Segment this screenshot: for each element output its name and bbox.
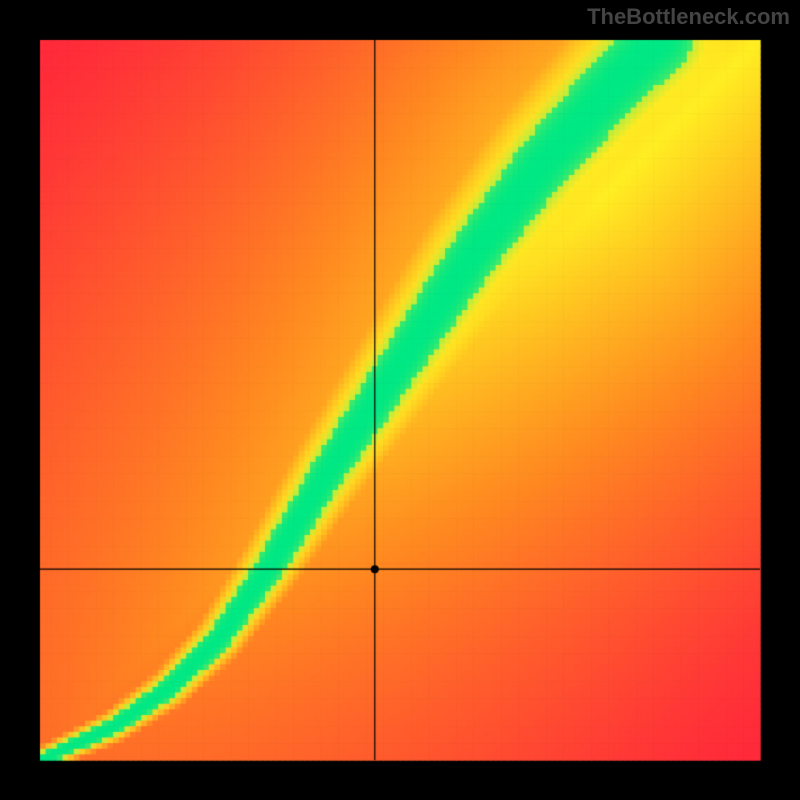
heatmap-canvas: [0, 0, 800, 800]
watermark-label: TheBottleneck.com: [587, 4, 790, 30]
chart-container: TheBottleneck.com: [0, 0, 800, 800]
